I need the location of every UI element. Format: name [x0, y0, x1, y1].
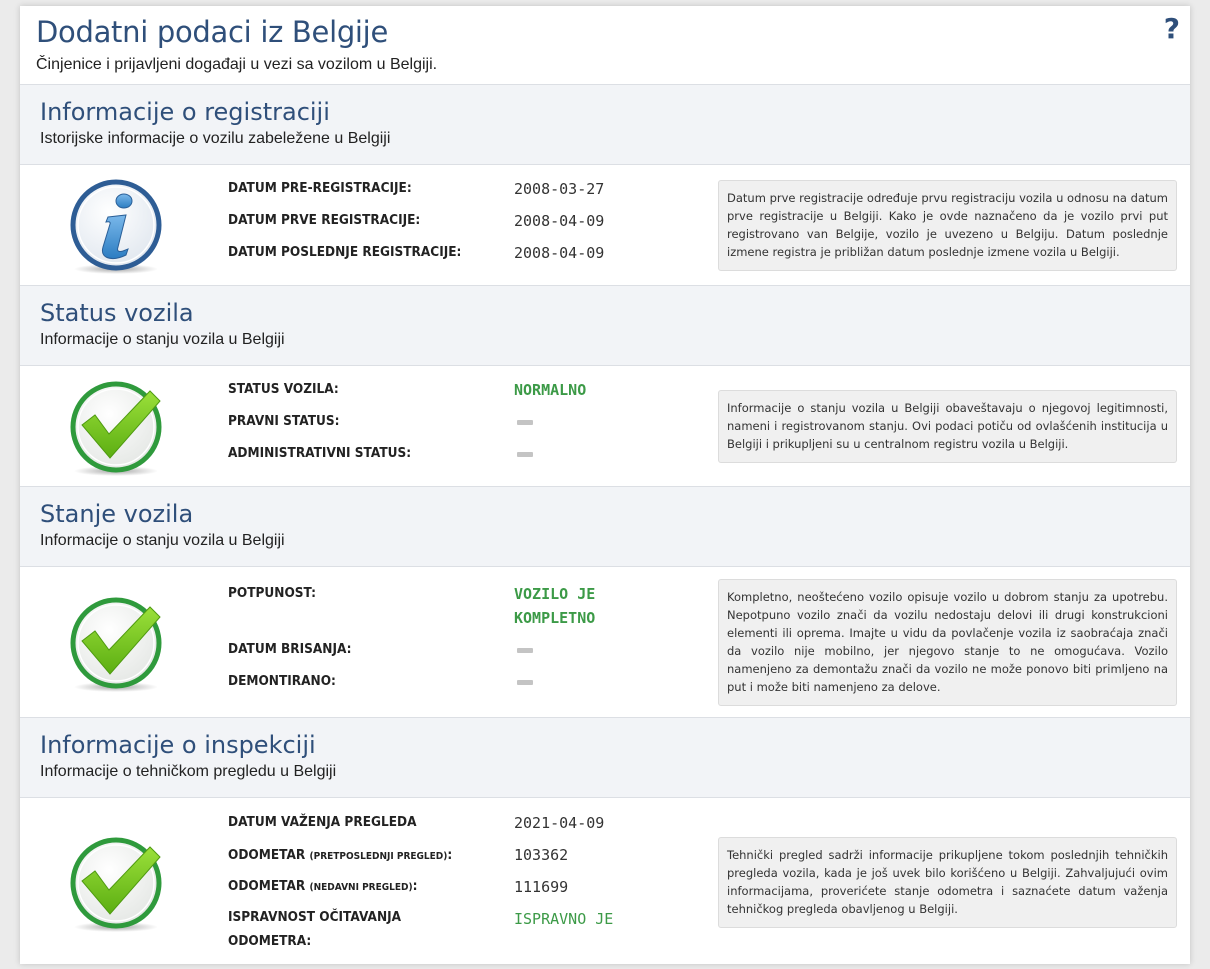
empty-value-dash — [517, 452, 533, 457]
odometer-reading-validity-label: ISPRAVNOST OČITAVANJA ODOMETRA: — [228, 905, 462, 953]
completeness-value-line1: VOZILO JE — [514, 585, 596, 603]
checkmark-icon — [68, 835, 164, 935]
label-colon: : — [412, 878, 418, 894]
condition-section-header: Stanje vozila Informacije o stanju vozil… — [20, 487, 1190, 567]
label-line2: ODOMETRA: — [228, 933, 312, 949]
checkmark-icon — [68, 595, 164, 695]
inspection-section-header: Informacije o inspekciji Informacije o t… — [20, 718, 1190, 798]
question-mark-icon[interactable]: ? — [1163, 12, 1180, 45]
vehicle-status-value: NORMALNO — [514, 381, 587, 399]
legal-status-label: PRAVNI STATUS: — [228, 413, 340, 429]
label-qualifier: (NEDAVNI PREGLED) — [309, 882, 413, 893]
section-subtitle: Informacije o stanju vozila u Belgiji — [40, 331, 285, 348]
inspection-validity-date-label: DATUM VAŽENJA PREGLEDA — [228, 814, 417, 830]
page-subtitle: Činjenice i prijavljeni događaji u vezi … — [36, 56, 438, 73]
pre-registration-date-label: DATUM PRE-REGISTRACIJE: — [228, 180, 412, 196]
status-section-body: STATUS VOZILA: NORMALNO PRAVNI STATUS: A… — [20, 366, 1190, 487]
registration-info-note: Datum prve registracije određuje prvu re… — [718, 180, 1177, 271]
section-subtitle: Istorijske informacije o vozilu zabeleže… — [40, 130, 391, 147]
section-subtitle: Informacije o tehničkom pregledu u Belgi… — [40, 763, 337, 780]
inspection-info-note: Tehnički pregled sadrži informacije prik… — [718, 837, 1177, 928]
condition-info-note: Kompletno, neoštećeno vozilo opisuje voz… — [718, 579, 1177, 706]
details-card: Dodatni podaci iz Belgije Činjenice i pr… — [20, 6, 1190, 964]
completeness-value-line2: KOMPLETNO — [514, 609, 596, 627]
pre-registration-date-value: 2008-03-27 — [514, 180, 605, 198]
registration-section-body: DATUM PRE-REGISTRACIJE: 2008-03-27 DATUM… — [20, 165, 1190, 286]
label-colon: : — [447, 847, 453, 863]
section-title: Informacije o registraciji — [40, 98, 330, 126]
vehicle-status-label: STATUS VOZILA: — [228, 381, 339, 397]
condition-section-body: POTPUNOST: VOZILO JE KOMPLETNO DATUM BRI… — [20, 567, 1190, 718]
dismantled-label: DEMONTIRANO: — [228, 673, 336, 689]
page-header: Dodatni podaci iz Belgije Činjenice i pr… — [20, 6, 1190, 85]
administrative-status-label: ADMINISTRATIVNI STATUS: — [228, 445, 412, 461]
odometer-previous-value: 103362 — [514, 846, 569, 864]
completeness-value: VOZILO JE KOMPLETNO — [514, 582, 684, 630]
odometer-recent-label: ODOMETAR (NEDAVNI PREGLED): — [228, 874, 462, 900]
section-title: Stanje vozila — [40, 500, 194, 528]
first-registration-date-label: DATUM PRVE REGISTRACIJE: — [228, 212, 421, 228]
status-section-header: Status vozila Informacije o stanju vozil… — [20, 286, 1190, 366]
odometer-reading-validity-value: ISPRAVNO JE — [514, 910, 614, 928]
odometer-previous-label: ODOMETAR (PRETPOSLEDNJI PREGLED): — [228, 843, 462, 869]
empty-value-dash — [517, 648, 533, 653]
label-main: ODOMETAR — [228, 847, 306, 863]
label-line1: ISPRAVNOST OČITAVANJA — [228, 909, 402, 925]
page-title: Dodatni podaci iz Belgije — [36, 15, 388, 49]
label-main: ODOMETAR — [228, 878, 306, 894]
status-info-note: Informacije o stanju vozila u Belgiji ob… — [718, 390, 1177, 463]
label-qualifier: (PRETPOSLEDNJI PREGLED) — [309, 851, 448, 862]
section-subtitle: Informacije o stanju vozila u Belgiji — [40, 532, 285, 549]
inspection-section-body: DATUM VAŽENJA PREGLEDA 2021-04-09 ODOMET… — [20, 798, 1190, 966]
section-title: Status vozila — [40, 299, 194, 327]
odometer-recent-value: 111699 — [514, 878, 569, 896]
completeness-label: POTPUNOST: — [228, 585, 317, 601]
empty-value-dash — [517, 680, 533, 685]
empty-value-dash — [517, 420, 533, 425]
last-registration-date-value: 2008-04-09 — [514, 244, 605, 262]
inspection-validity-date-value: 2021-04-09 — [514, 814, 605, 832]
section-title: Informacije o inspekciji — [40, 731, 316, 759]
checkmark-icon — [68, 379, 164, 479]
deletion-date-label: DATUM BRISANJA: — [228, 641, 352, 657]
registration-section-header: Informacije o registraciji Istorijske in… — [20, 85, 1190, 165]
info-icon — [68, 177, 164, 277]
first-registration-date-value: 2008-04-09 — [514, 212, 605, 230]
last-registration-date-label: DATUM POSLEDNJE REGISTRACIJE: — [228, 244, 462, 260]
